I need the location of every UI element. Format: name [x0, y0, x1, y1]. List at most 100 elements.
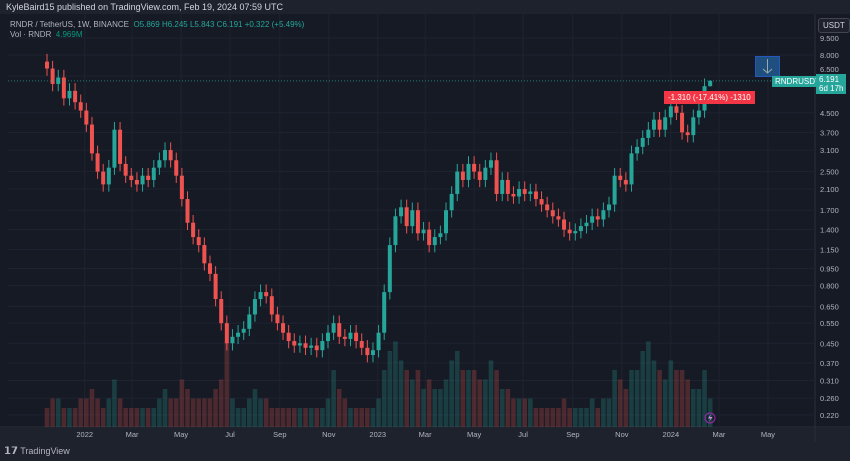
candle-body: [657, 119, 662, 130]
candle-body: [320, 341, 325, 351]
candle-body: [359, 341, 364, 348]
volume-bar: [202, 398, 207, 427]
price-tick-label: 0.550: [820, 319, 839, 328]
volume-bar: [567, 408, 572, 427]
symbol-name[interactable]: RNDR / TetherUS, 1W, BINANCE: [10, 20, 129, 29]
open-value: O5.869: [133, 20, 160, 29]
candle-body: [387, 245, 392, 293]
measure-box[interactable]: [755, 56, 780, 77]
lightning-event-icon: [704, 412, 716, 424]
last-price: 6.191: [819, 75, 840, 84]
currency-button[interactable]: USDT: [818, 18, 850, 33]
candle-body: [275, 314, 280, 324]
candle-body: [505, 179, 510, 194]
measure-result-tag: -1.310 (-17.41%) -1310: [664, 91, 755, 104]
candle-body: [578, 226, 583, 232]
candle-body: [129, 175, 134, 180]
volume-bar: [100, 408, 106, 427]
volume-bar: [134, 408, 140, 427]
price-tick-label: 0.950: [820, 264, 839, 273]
candle-body: [146, 175, 151, 180]
volume-bar: [505, 389, 511, 427]
price-tick-label: 0.800: [820, 282, 839, 291]
volume-bar: [483, 379, 488, 427]
volume-bar: [544, 408, 550, 427]
volume-bar: [702, 370, 707, 427]
volume-bar: [353, 408, 359, 427]
volume-bar: [539, 408, 544, 427]
time-tick-label: Sep: [566, 430, 579, 439]
volume-value: 4.969M: [55, 30, 83, 39]
candle-body: [623, 179, 628, 185]
price-tick-label: 8.000: [820, 51, 839, 60]
volume-bar: [213, 389, 218, 427]
volume-bar: [685, 379, 690, 427]
candle-body: [556, 216, 561, 220]
time-tick-label: Mar: [713, 430, 726, 439]
volume-label[interactable]: Vol · RNDR: [10, 30, 52, 39]
candle-body: [269, 296, 274, 315]
candle-body: [370, 350, 375, 356]
volume-bar: [522, 398, 527, 427]
candle-body: [337, 323, 342, 337]
candle-body: [410, 210, 415, 227]
candle-body: [668, 106, 673, 118]
volume-bar: [398, 360, 404, 427]
time-tick-label: Nov: [615, 430, 629, 439]
candle-body: [286, 332, 291, 342]
candle-body: [629, 153, 634, 185]
volume-bar: [494, 370, 499, 427]
candle-body: [202, 245, 207, 264]
volume-bar: [286, 408, 291, 427]
price-tick-label: 1.700: [820, 206, 839, 215]
candle-body: [685, 132, 690, 136]
volume-bar: [61, 408, 67, 427]
candle-body: [134, 179, 139, 185]
volume-bar: [173, 398, 179, 427]
volume-bar: [196, 398, 202, 427]
volume-bar: [477, 379, 483, 427]
volume-bar: [325, 398, 331, 427]
close-value: C6.191: [216, 20, 243, 29]
candle-body: [73, 90, 78, 103]
volume-bar: [230, 398, 235, 427]
candle-body: [393, 216, 398, 246]
volume-bar: [499, 389, 505, 427]
time-tick-label: 2023: [369, 430, 386, 439]
volume-bar: [72, 408, 78, 427]
candle-body: [607, 204, 611, 211]
time-tick-label: Mar: [126, 430, 139, 439]
candle-body: [460, 171, 465, 180]
candle-body: [224, 323, 229, 344]
volume-bar: [151, 408, 157, 427]
volume-bar: [578, 408, 584, 427]
candle-body: [247, 314, 252, 329]
volume-bar: [674, 370, 679, 427]
volume-bar: [129, 408, 134, 427]
candle-body: [45, 61, 49, 69]
volume-bar: [432, 389, 438, 427]
candle-body: [365, 347, 370, 356]
candle-body: [545, 204, 550, 211]
time-tick-label: 2022: [76, 430, 93, 439]
volume-bar: [185, 389, 190, 427]
tradingview-logo[interactable]: 𝟭𝟳 TradingView: [4, 446, 70, 457]
candle-body: [112, 129, 117, 168]
volume-bar: [252, 389, 258, 427]
candle-body: [309, 345, 314, 348]
candle-body: [382, 292, 387, 333]
volume-bar: [449, 360, 454, 427]
volume-bar: [359, 408, 365, 427]
volume-bar: [291, 408, 297, 427]
candle-body: [663, 117, 668, 130]
volume-bar: [241, 408, 246, 427]
candle-body: [89, 124, 94, 154]
candle-body: [618, 175, 623, 180]
volume-bar: [365, 408, 370, 427]
price-tick-label: 6.500: [820, 65, 839, 74]
volume-bar: [258, 398, 263, 427]
footer-brand: TradingView: [20, 446, 70, 456]
candle-body: [573, 231, 578, 234]
price-tick-label: 0.450: [820, 339, 839, 348]
